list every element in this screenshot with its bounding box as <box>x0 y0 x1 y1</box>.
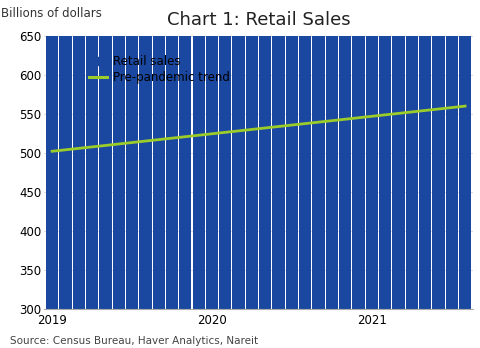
Bar <box>60 0 72 309</box>
Bar <box>166 0 178 309</box>
Bar <box>179 0 192 309</box>
Bar <box>46 0 58 309</box>
Bar <box>339 0 351 309</box>
Bar <box>392 0 405 309</box>
Bar <box>326 0 338 309</box>
Bar <box>299 0 312 309</box>
Bar <box>192 0 205 309</box>
Bar <box>273 0 285 309</box>
Bar <box>232 0 245 309</box>
Bar <box>406 0 418 309</box>
Bar <box>366 0 378 309</box>
Bar <box>86 0 98 309</box>
Bar <box>206 0 218 309</box>
Bar <box>153 0 165 309</box>
Bar <box>259 0 271 309</box>
Legend: Retail sales, Pre-pandemic trend: Retail sales, Pre-pandemic trend <box>84 50 234 89</box>
Bar <box>113 0 125 309</box>
Bar <box>139 0 152 309</box>
Bar <box>445 0 458 309</box>
Bar <box>246 0 258 309</box>
Title: Chart 1: Retail Sales: Chart 1: Retail Sales <box>167 11 350 29</box>
Bar <box>99 0 111 309</box>
Bar <box>286 0 298 309</box>
Bar <box>432 0 444 309</box>
Bar <box>379 0 391 309</box>
Text: Billions of dollars: Billions of dollars <box>1 7 102 20</box>
Bar <box>72 0 85 309</box>
Bar <box>126 0 138 309</box>
Bar <box>419 0 431 309</box>
Bar <box>352 0 365 309</box>
Bar <box>219 0 231 309</box>
Text: Source: Census Bureau, Haver Analytics, Nareit: Source: Census Bureau, Haver Analytics, … <box>10 336 258 346</box>
Bar <box>312 0 324 309</box>
Bar <box>459 0 471 309</box>
